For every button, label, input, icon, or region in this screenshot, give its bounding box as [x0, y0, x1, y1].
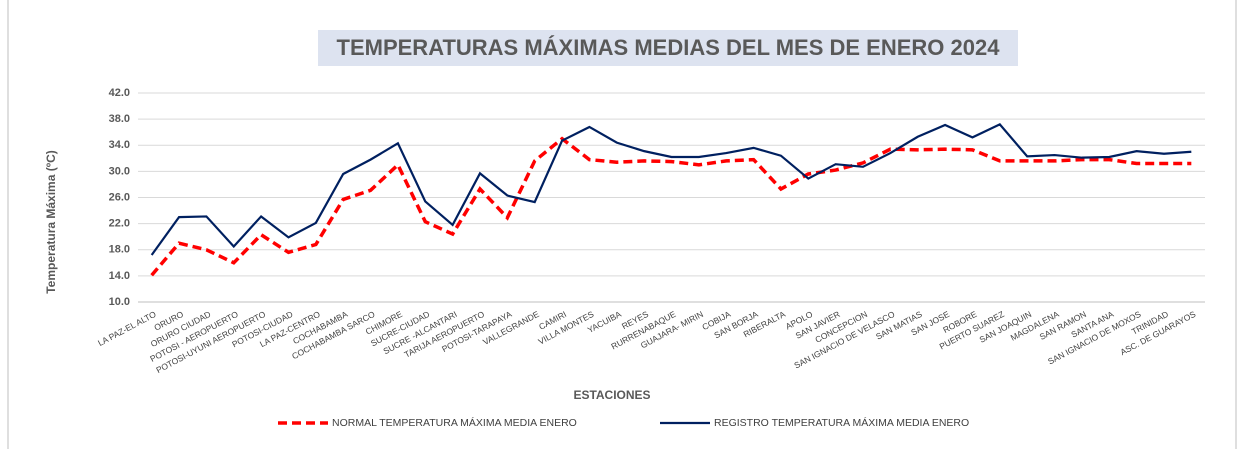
y-tick-label: 38.0 — [109, 113, 130, 125]
chart-title: TEMPERATURAS MÁXIMAS MEDIAS DEL MES DE E… — [337, 35, 1001, 60]
y-tick-label: 18.0 — [109, 244, 130, 256]
y-tick-label: 26.0 — [109, 191, 130, 203]
x-tick-label: LA PAZ-EL ALTO — [96, 309, 158, 348]
legend-label: REGISTRO TEMPERATURA MÁXIMA MEDIA ENERO — [714, 416, 969, 429]
title-box — [318, 30, 1018, 66]
y-tick-label: 30.0 — [109, 165, 130, 177]
x-axis-title: ESTACIONES — [573, 388, 650, 402]
legend-label: NORMAL TEMPERATURA MÁXIMA MEDIA ENERO — [332, 416, 577, 429]
data-line — [150, 136, 1192, 277]
y-tick-label: 14.0 — [109, 270, 130, 282]
y-axis-title: Temperatura Máxima (ºC) — [44, 150, 58, 294]
y-tick-label: 34.0 — [109, 139, 130, 151]
y-tick-label: 22.0 — [109, 218, 130, 230]
data-line — [150, 122, 1192, 256]
y-tick-label: 10.0 — [109, 296, 130, 308]
y-tick-label: 42.0 — [109, 87, 130, 99]
